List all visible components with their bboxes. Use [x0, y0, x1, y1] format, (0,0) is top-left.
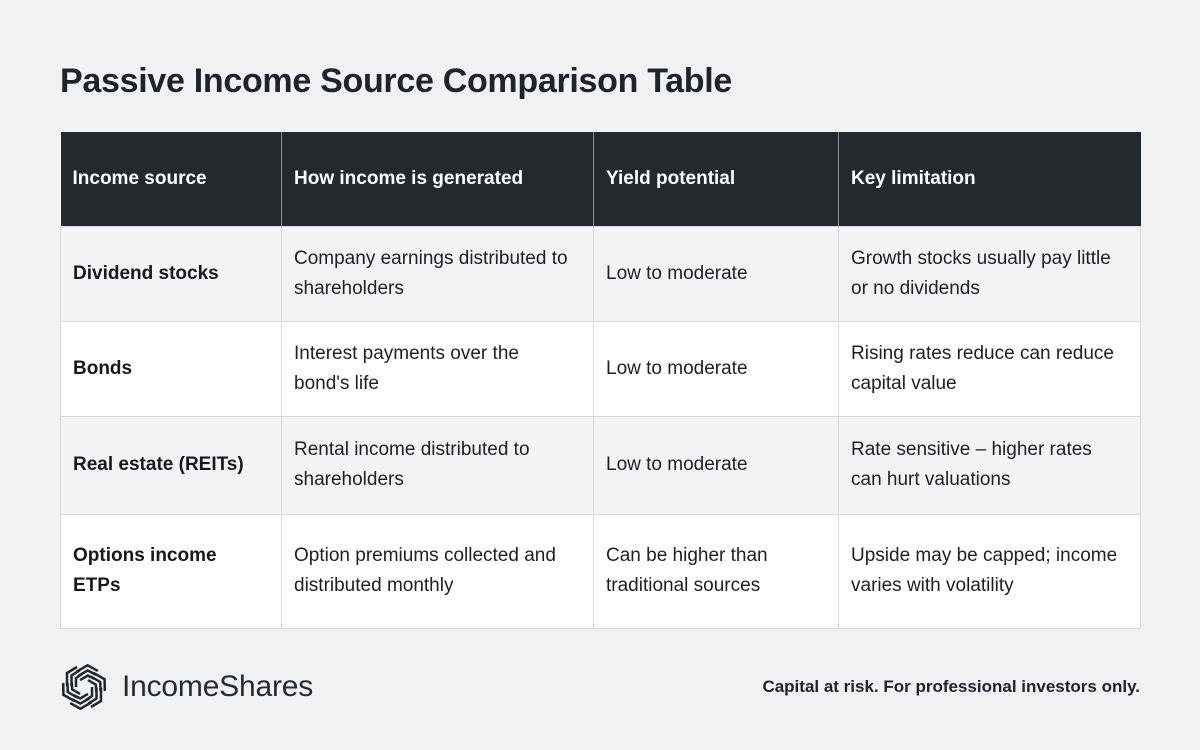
column-header-how-generated: How income is generated — [281, 132, 594, 226]
cell-yield-potential: Can be higher than traditional sources — [593, 513, 839, 629]
column-header-key-limitation: Key limitation — [838, 132, 1141, 226]
table-header-row: Income source How income is generated Yi… — [60, 132, 1141, 226]
cell-key-limitation: Rising rates reduce can reduce capital v… — [838, 320, 1141, 417]
hex-pinwheel-logo-icon — [60, 663, 108, 711]
cell-key-limitation: Upside may be capped; income varies with… — [838, 513, 1141, 629]
risk-disclaimer: Capital at risk. For professional invest… — [762, 676, 1140, 696]
row-label: Real estate (REITs) — [60, 415, 282, 515]
table-row-options-income-etps: Options income ETPs Option premiums coll… — [60, 513, 1141, 629]
row-label: Options income ETPs — [60, 513, 282, 629]
cell-how-generated: Interest payments over the bond's life — [281, 320, 594, 417]
column-header-yield-potential: Yield potential — [593, 132, 839, 226]
column-header-income-source: Income source — [60, 132, 282, 226]
row-label: Dividend stocks — [60, 225, 282, 322]
cell-how-generated: Company earnings distributed to sharehol… — [281, 225, 594, 322]
table-row-dividend-stocks: Dividend stocks Company earnings distrib… — [60, 225, 1141, 322]
page-title: Passive Income Source Comparison Table — [60, 62, 732, 100]
cell-yield-potential: Low to moderate — [593, 415, 839, 515]
cell-how-generated: Rental income distributed to shareholder… — [281, 415, 594, 515]
brand-lockup: IncomeShares — [60, 663, 313, 711]
cell-key-limitation: Growth stocks usually pay little or no d… — [838, 225, 1141, 322]
table-row-real-estate-reits: Real estate (REITs) Rental income distri… — [60, 415, 1141, 515]
brand-wordmark: IncomeShares — [122, 669, 314, 703]
cell-how-generated: Option premiums collected and distribute… — [281, 513, 594, 629]
footer: IncomeShares Capital at risk. For profes… — [60, 663, 1140, 711]
cell-key-limitation: Rate sensitive – higher rates can hurt v… — [838, 415, 1141, 515]
table-row-bonds: Bonds Interest payments over the bond's … — [60, 320, 1141, 417]
cell-yield-potential: Low to moderate — [593, 320, 839, 417]
comparison-table: Income source How income is generated Yi… — [60, 132, 1141, 629]
row-label: Bonds — [60, 320, 282, 417]
cell-yield-potential: Low to moderate — [593, 225, 839, 322]
